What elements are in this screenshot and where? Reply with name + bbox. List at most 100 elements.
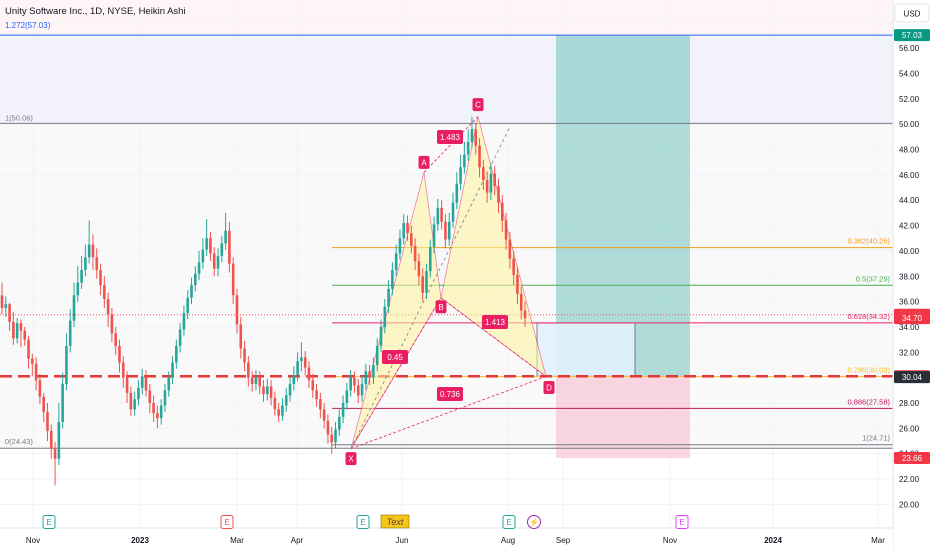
candle[interactable] bbox=[466, 129, 470, 161]
candle[interactable] bbox=[368, 364, 371, 386]
candle[interactable] bbox=[49, 424, 53, 459]
event-marker[interactable]: E bbox=[220, 515, 234, 529]
candle[interactable] bbox=[478, 138, 481, 178]
candle[interactable] bbox=[292, 366, 296, 391]
candle[interactable] bbox=[144, 370, 148, 397]
event-marker[interactable]: E bbox=[675, 515, 689, 529]
candle[interactable] bbox=[243, 340, 246, 372]
candle[interactable] bbox=[201, 238, 205, 269]
candle[interactable] bbox=[398, 229, 402, 260]
candle[interactable] bbox=[209, 231, 212, 262]
pattern-point-a[interactable]: A bbox=[418, 155, 430, 169]
event-marker[interactable]: E bbox=[356, 515, 370, 529]
pattern-point-x[interactable]: X bbox=[345, 452, 357, 466]
candle[interactable] bbox=[269, 380, 273, 406]
event-marker[interactable]: ⚡ bbox=[527, 515, 541, 529]
candle[interactable] bbox=[152, 395, 155, 423]
candle[interactable] bbox=[258, 371, 262, 395]
candle[interactable] bbox=[406, 215, 409, 241]
candle[interactable] bbox=[137, 380, 140, 406]
candle[interactable] bbox=[508, 231, 512, 269]
candle[interactable] bbox=[296, 352, 299, 382]
candle[interactable] bbox=[523, 301, 527, 327]
pattern-ratio[interactable]: 0.45 bbox=[382, 350, 408, 364]
candle[interactable] bbox=[121, 356, 125, 388]
candle[interactable] bbox=[171, 356, 174, 384]
candle[interactable] bbox=[87, 220, 91, 264]
candle[interactable] bbox=[428, 239, 432, 278]
candle[interactable] bbox=[205, 219, 208, 256]
candle[interactable] bbox=[311, 373, 315, 398]
candle[interactable] bbox=[231, 257, 235, 305]
pattern-ratio[interactable]: 0.736 bbox=[437, 387, 463, 401]
candle[interactable] bbox=[436, 198, 440, 231]
candle[interactable] bbox=[387, 280, 390, 314]
fibonacci-retracement[interactable]: 1(50.06) 0.382(40.26) 0.5(37.29) 0.618(34.3… bbox=[0, 34, 893, 449]
candle[interactable] bbox=[8, 302, 11, 331]
candle[interactable] bbox=[519, 286, 523, 320]
candle[interactable] bbox=[425, 263, 428, 300]
candle[interactable] bbox=[432, 216, 436, 254]
candle[interactable] bbox=[459, 154, 462, 191]
position-zones[interactable] bbox=[536, 35, 690, 458]
candle[interactable] bbox=[186, 290, 190, 320]
candle[interactable] bbox=[391, 262, 394, 296]
candle[interactable] bbox=[228, 221, 231, 273]
candle[interactable] bbox=[338, 409, 341, 436]
candle[interactable] bbox=[95, 248, 99, 279]
candle[interactable] bbox=[65, 333, 68, 391]
candle[interactable] bbox=[103, 276, 106, 308]
pattern-ratio[interactable]: 1.413 bbox=[482, 315, 508, 329]
candle[interactable] bbox=[163, 383, 167, 412]
candle[interactable] bbox=[19, 319, 23, 348]
candle[interactable] bbox=[489, 163, 493, 201]
candle[interactable] bbox=[364, 363, 368, 391]
candle[interactable] bbox=[46, 402, 49, 442]
candle[interactable] bbox=[334, 422, 337, 449]
candle[interactable] bbox=[31, 353, 34, 377]
candle[interactable] bbox=[266, 378, 269, 401]
candle[interactable] bbox=[493, 166, 496, 196]
candle[interactable] bbox=[349, 370, 352, 397]
candle[interactable] bbox=[307, 361, 311, 388]
candle[interactable] bbox=[410, 225, 413, 254]
candle[interactable] bbox=[413, 238, 417, 270]
pattern-ratio[interactable]: 1.483 bbox=[437, 130, 463, 144]
candle[interactable] bbox=[80, 255, 83, 289]
candle[interactable] bbox=[129, 386, 133, 416]
pattern-point-d[interactable]: D bbox=[543, 381, 555, 395]
candle[interactable] bbox=[23, 326, 27, 346]
candle[interactable] bbox=[303, 351, 307, 376]
candle[interactable] bbox=[516, 267, 519, 305]
candle[interactable] bbox=[197, 250, 201, 281]
pattern-labels[interactable]: X A B C D 1.483 1.413 0.736 0.45 bbox=[345, 98, 555, 466]
pattern-point-b[interactable]: B bbox=[435, 300, 447, 314]
candle[interactable] bbox=[250, 371, 254, 392]
candle[interactable] bbox=[57, 402, 61, 466]
candle[interactable] bbox=[254, 370, 258, 391]
candle[interactable] bbox=[53, 442, 57, 486]
candle[interactable] bbox=[402, 214, 406, 245]
candle[interactable] bbox=[379, 319, 383, 353]
candle[interactable] bbox=[277, 402, 280, 423]
candle[interactable] bbox=[360, 376, 364, 402]
candle[interactable] bbox=[300, 342, 303, 372]
currency-button[interactable] bbox=[894, 3, 930, 23]
price-axis[interactable]: 20.0022.0024.0026.0028.0030.0032.0034.00… bbox=[892, 0, 932, 550]
candle[interactable] bbox=[500, 195, 504, 232]
candle[interactable] bbox=[175, 339, 178, 369]
candle[interactable] bbox=[12, 311, 15, 345]
candle[interactable] bbox=[178, 323, 182, 353]
candle[interactable] bbox=[383, 299, 387, 334]
candle[interactable] bbox=[224, 212, 227, 250]
candle[interactable] bbox=[330, 427, 334, 454]
candle[interactable] bbox=[0, 282, 4, 315]
candle[interactable] bbox=[319, 392, 322, 419]
candle[interactable] bbox=[341, 395, 345, 424]
candle[interactable] bbox=[76, 266, 80, 302]
candle[interactable] bbox=[394, 244, 398, 277]
price-flag[interactable]: 57.03 bbox=[894, 29, 930, 42]
stop-zone[interactable] bbox=[556, 376, 690, 458]
candle[interactable] bbox=[125, 371, 129, 403]
